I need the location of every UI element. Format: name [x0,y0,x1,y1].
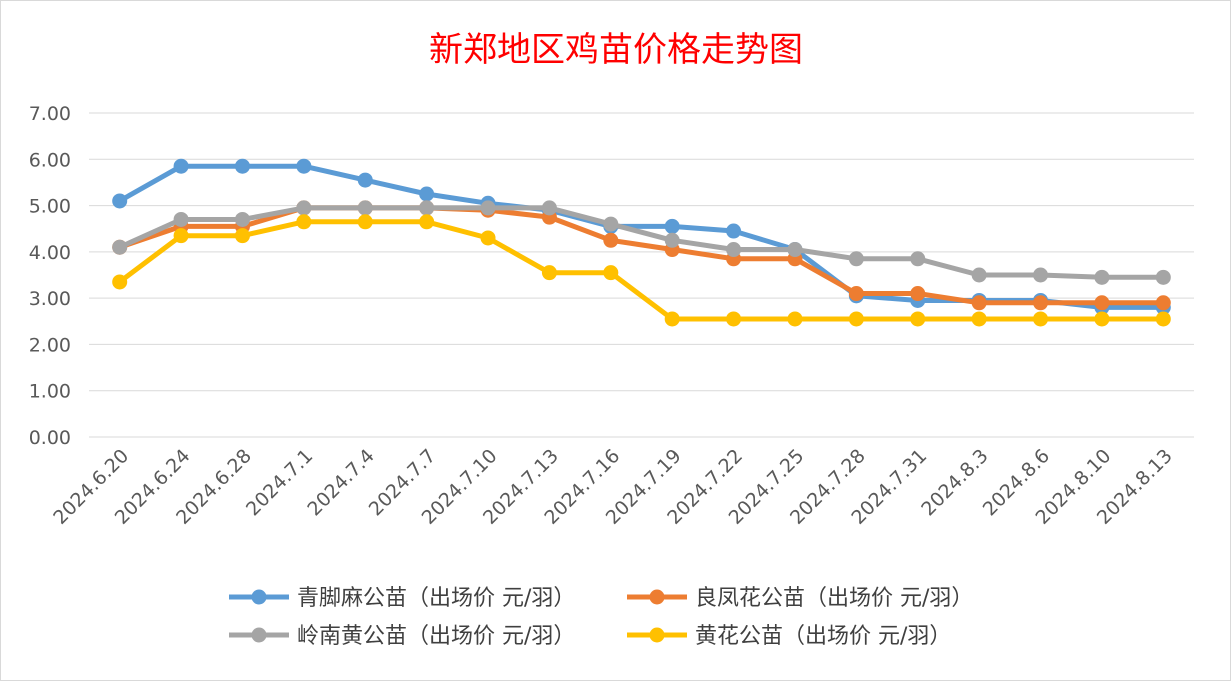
data-point [603,216,619,232]
data-point [1155,311,1171,327]
y-tick-label: 0.00 [29,427,71,449]
data-point [1155,269,1171,285]
data-point [234,211,250,227]
data-point [603,232,619,248]
y-tick-label: 7.00 [29,103,71,125]
data-point [112,274,128,290]
data-point [664,311,680,327]
legend-item: 黄花公苗（出场价 元/羽） [627,624,951,649]
data-point [173,228,189,244]
legend-label: 岭南黄公苗（出场价 元/羽） [297,624,575,649]
data-point [357,214,373,230]
data-point [173,211,189,227]
y-tick-label: 6.00 [29,149,71,171]
y-tick-label: 3.00 [29,288,71,310]
chart-title: 新郑地区鸡苗价格走势图 [429,30,803,70]
y-tick-label: 2.00 [29,334,71,356]
data-point [971,295,987,311]
series-3 [112,200,1171,285]
data-point [296,158,312,174]
data-point [664,218,680,234]
data-point [910,251,926,267]
series-line [117,205,1166,280]
data-point [726,311,742,327]
legend-swatch-marker [649,589,665,605]
data-point [726,242,742,258]
data-point [296,200,312,216]
data-point [971,267,987,283]
legend-label: 良凤花公苗（出场价 元/羽） [695,586,973,611]
data-point [357,200,373,216]
y-tick-label: 5.00 [29,196,71,218]
data-point [848,251,864,267]
legend-swatch-marker [649,627,665,643]
y-axis-ticks: 0.00 1.00 2.00 3.00 4.00 5.00 6.00 7.00 [29,103,71,449]
series-group [112,158,1171,327]
x-axis-ticks: 2024.6.202024.6.242024.6.282024.7.12024.… [49,445,1177,529]
data-point [234,228,250,244]
data-point [1094,311,1110,327]
data-point [848,311,864,327]
legend: 青脚麻公苗（出场价 元/羽） 良凤花公苗（出场价 元/羽） 岭南黄公苗（出场价 元/… [229,586,973,649]
data-point [480,200,496,216]
legend-label: 黄花公苗（出场价 元/羽） [695,624,951,649]
x-tick-label: 2024.7.4 [303,445,378,520]
data-point [910,311,926,327]
data-point [419,186,435,202]
series-4 [112,214,1171,327]
legend-label: 青脚麻公苗（出场价 元/羽） [297,586,575,611]
data-point [419,200,435,216]
data-point [726,223,742,239]
data-point [480,230,496,246]
legend-swatch-marker [251,589,267,605]
data-point [296,214,312,230]
series-line [117,205,1166,306]
data-point [1033,267,1049,283]
data-point [1155,295,1171,311]
data-point [910,286,926,302]
data-point [664,232,680,248]
series-line [117,219,1166,322]
legend-item: 岭南黄公苗（出场价 元/羽） [229,624,575,649]
y-tick-label: 1.00 [29,381,71,403]
data-point [603,265,619,281]
legend-item: 青脚麻公苗（出场价 元/羽） [229,586,575,611]
data-point [112,193,128,209]
gridlines [89,112,1194,438]
data-point [541,265,557,281]
x-tick-label: 2024.8.3 [917,445,992,520]
data-point [419,214,435,230]
series-line [117,163,1166,310]
data-point [1094,295,1110,311]
data-point [357,172,373,188]
data-point [1094,269,1110,285]
x-tick-label: 2024.7.1 [242,445,317,520]
data-point [541,200,557,216]
data-point [1033,311,1049,327]
data-point [1033,295,1049,311]
data-point [234,158,250,174]
data-point [971,311,987,327]
series-1 [112,158,1171,315]
data-point [787,311,803,327]
data-point [848,286,864,302]
data-point [112,239,128,255]
y-tick-label: 4.00 [29,242,71,264]
legend-swatch-marker [251,627,267,643]
data-point [173,158,189,174]
legend-item: 良凤花公苗（出场价 元/羽） [627,586,973,611]
data-point [787,242,803,258]
